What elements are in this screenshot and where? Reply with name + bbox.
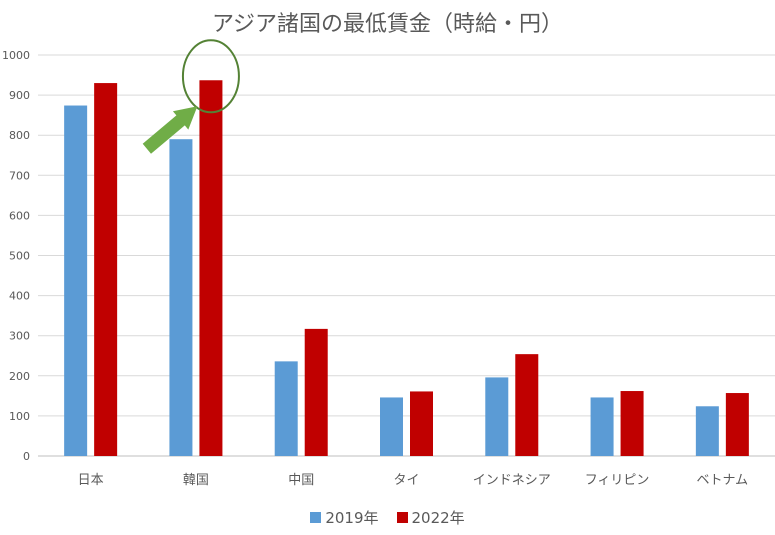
- bar-2019: [169, 139, 193, 456]
- bar-2019: [485, 377, 509, 456]
- x-tick-label: インドネシア: [473, 473, 551, 488]
- legend-item-2022: 2022年: [396, 507, 465, 528]
- y-tick-label: 900: [9, 89, 30, 102]
- x-tick-label: 中国: [288, 473, 314, 488]
- legend-swatch-2019: [310, 512, 322, 523]
- y-tick-label: 600: [9, 209, 30, 222]
- bar-2022: [410, 391, 433, 456]
- y-tick-label: 700: [9, 169, 30, 182]
- bar-2022: [304, 328, 328, 456]
- y-tick-label: 800: [9, 129, 30, 142]
- x-tick-label: 日本: [78, 473, 104, 488]
- x-tick-label: フィリピン: [585, 473, 650, 488]
- y-tick-label: 0: [23, 450, 30, 463]
- y-tick-label: 300: [9, 330, 30, 343]
- y-tick-label: 1000: [2, 49, 30, 62]
- highlight-arrow: [142, 106, 198, 154]
- y-tick-label: 200: [9, 370, 30, 383]
- bar-2019: [380, 397, 403, 456]
- legend-label-2022: 2022年: [411, 509, 465, 527]
- bar-2022: [199, 80, 223, 456]
- bar-2019: [695, 406, 719, 456]
- x-tick-label: ベトナム: [697, 473, 749, 488]
- x-tick-label: タイ: [393, 473, 419, 488]
- bar-2022: [620, 391, 644, 456]
- chart-title: アジア諸国の最低賃金（時給・円）: [211, 12, 564, 37]
- legend-label-2019: 2019年: [325, 509, 379, 527]
- bar-2019: [64, 105, 88, 456]
- highlight-ellipse: [181, 39, 240, 114]
- legend-swatch-2022: [396, 512, 408, 523]
- y-tick-label: 400: [9, 290, 30, 303]
- legend-item-2019: 2019年: [310, 507, 379, 528]
- y-tick-label: 500: [9, 250, 30, 263]
- x-tick-label: 韓国: [183, 473, 209, 488]
- bar-2022: [515, 354, 539, 456]
- bar-2019: [274, 361, 298, 456]
- highlight-arrow-icon: [142, 106, 198, 154]
- bar-2022: [725, 393, 749, 456]
- bar-2019: [590, 397, 614, 456]
- y-tick-label: 100: [9, 410, 30, 423]
- bar-2022: [94, 83, 118, 456]
- legend: 2019年 2022年: [0, 507, 775, 528]
